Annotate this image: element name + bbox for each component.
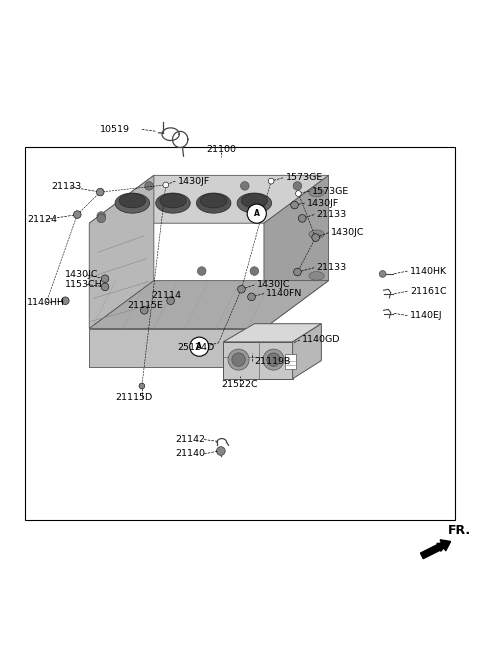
Circle shape	[232, 353, 245, 367]
Bar	[286, 354, 296, 369]
Text: 21142: 21142	[175, 435, 205, 444]
Circle shape	[248, 293, 255, 301]
Circle shape	[96, 189, 104, 196]
Text: 1430JC: 1430JC	[257, 281, 290, 290]
Circle shape	[145, 181, 154, 190]
Text: A: A	[196, 342, 202, 351]
Text: 21115D: 21115D	[116, 394, 153, 402]
Ellipse shape	[115, 193, 150, 213]
Circle shape	[296, 191, 301, 196]
Text: 1430JF: 1430JF	[307, 198, 339, 208]
Circle shape	[97, 214, 106, 223]
Circle shape	[238, 285, 245, 293]
Ellipse shape	[309, 189, 324, 197]
Text: 1140HH: 1140HH	[27, 298, 65, 307]
Circle shape	[379, 271, 386, 277]
Text: 21140: 21140	[175, 449, 205, 459]
Circle shape	[240, 181, 249, 190]
Text: 21133: 21133	[51, 183, 81, 191]
Text: 25124D: 25124D	[178, 343, 215, 352]
Circle shape	[141, 306, 148, 314]
Circle shape	[228, 349, 249, 370]
Ellipse shape	[160, 194, 186, 208]
Circle shape	[267, 353, 280, 367]
Text: 21133: 21133	[317, 263, 347, 272]
Ellipse shape	[237, 193, 272, 213]
Ellipse shape	[196, 193, 231, 213]
Text: 1140HK: 1140HK	[410, 267, 447, 275]
Ellipse shape	[309, 271, 324, 280]
Circle shape	[101, 275, 109, 283]
Text: 1573GE: 1573GE	[312, 187, 349, 196]
Circle shape	[139, 383, 145, 389]
Text: 1430JF: 1430JF	[178, 177, 210, 185]
Text: 1430JC: 1430JC	[331, 228, 364, 237]
Text: 10519: 10519	[100, 125, 130, 134]
Text: 1430JC: 1430JC	[65, 271, 99, 279]
Circle shape	[197, 267, 206, 275]
Polygon shape	[223, 342, 293, 378]
Polygon shape	[223, 324, 322, 342]
Polygon shape	[89, 175, 154, 328]
Circle shape	[312, 234, 320, 241]
Text: 1140GD: 1140GD	[302, 336, 341, 344]
Text: 1573GE: 1573GE	[286, 173, 323, 182]
Circle shape	[97, 212, 106, 220]
Text: 21114: 21114	[152, 292, 181, 300]
Text: 21522C: 21522C	[221, 380, 257, 390]
Circle shape	[61, 297, 69, 305]
Text: FR.: FR.	[448, 524, 471, 537]
Circle shape	[291, 201, 299, 209]
Text: 21161C: 21161C	[410, 286, 446, 296]
Text: 1140FN: 1140FN	[266, 289, 303, 298]
Ellipse shape	[119, 194, 145, 208]
Text: 21119B: 21119B	[254, 357, 291, 365]
Circle shape	[268, 178, 274, 184]
Circle shape	[216, 447, 225, 455]
Circle shape	[299, 215, 306, 222]
Polygon shape	[89, 175, 328, 223]
Text: 21100: 21100	[206, 145, 236, 154]
Circle shape	[247, 204, 266, 223]
Ellipse shape	[309, 230, 324, 238]
Text: 21115E: 21115E	[128, 301, 163, 310]
Polygon shape	[293, 324, 322, 378]
Polygon shape	[89, 328, 264, 367]
Circle shape	[73, 211, 81, 218]
Ellipse shape	[201, 194, 227, 208]
Circle shape	[190, 337, 209, 356]
Ellipse shape	[241, 194, 267, 208]
Polygon shape	[89, 281, 328, 328]
Circle shape	[294, 268, 301, 276]
Text: A: A	[254, 209, 260, 218]
Polygon shape	[264, 175, 328, 328]
Text: 21133: 21133	[317, 210, 347, 219]
Circle shape	[101, 283, 109, 290]
Text: 21124: 21124	[27, 215, 57, 224]
Bar	[24, 147, 456, 520]
Circle shape	[263, 349, 284, 370]
Ellipse shape	[156, 193, 190, 213]
Text: 1140EJ: 1140EJ	[410, 311, 443, 320]
Circle shape	[293, 181, 302, 190]
Text: 1153CH: 1153CH	[65, 280, 103, 289]
Circle shape	[167, 297, 174, 305]
FancyArrow shape	[420, 540, 451, 558]
Circle shape	[163, 182, 168, 188]
Circle shape	[250, 267, 259, 275]
